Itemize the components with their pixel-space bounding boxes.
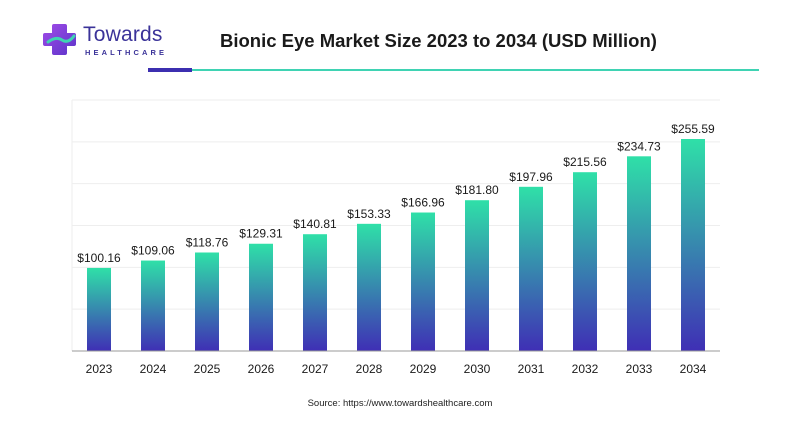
bar-2027: [303, 234, 327, 351]
brand-name: Towards: [83, 23, 163, 46]
bar-2028: [357, 223, 381, 351]
chart-bars: [87, 139, 705, 351]
bar-2033: [627, 156, 651, 351]
bar-value-label: $129.31: [239, 227, 283, 241]
x-tick-label: 2023: [86, 362, 113, 376]
chart-value-labels: $100.16 $109.06 $118.76 $129.31 $140.81 $153.…: [77, 122, 715, 265]
x-tick-label: 2033: [626, 362, 653, 376]
bar-value-label: $109.06: [131, 244, 175, 258]
bar-value-label: $181.80: [455, 183, 499, 197]
page-title: Bionic Eye Market Size 2023 to 2034 (USD…: [220, 30, 657, 51]
bar-2029: [411, 212, 435, 351]
x-tick-label: 2029: [410, 362, 437, 376]
bar-2032: [573, 172, 597, 351]
bar-value-label: $166.96: [401, 196, 445, 210]
bar-value-label: $140.81: [293, 217, 337, 231]
bar-2031: [519, 186, 543, 351]
bar-value-label: $255.59: [671, 122, 715, 136]
x-tick-label: 2025: [194, 362, 221, 376]
bar-2034: [681, 139, 705, 351]
bar-2030: [465, 200, 489, 351]
bar-value-label: $197.96: [509, 170, 553, 184]
chart-grid: [71, 99, 720, 352]
title-underline: [192, 69, 759, 71]
brand-tagline: HEALTHCARE: [85, 48, 168, 57]
bar-2023: [87, 267, 111, 351]
title-underline-accent: [148, 68, 192, 72]
bar-value-label: $118.76: [186, 235, 229, 249]
x-tick-label: 2030: [464, 362, 491, 376]
source-note: Source: https://www.towardshealthcare.co…: [307, 398, 493, 409]
x-tick-label: 2027: [302, 362, 329, 376]
bar-2024: [141, 260, 165, 351]
bar-value-label: $100.16: [77, 251, 121, 265]
x-tick-label: 2026: [248, 362, 275, 376]
bar-value-label: $153.33: [347, 207, 391, 221]
x-tick-label: 2031: [518, 362, 545, 376]
brand-logo: Towards HEALTHCARE: [42, 22, 172, 58]
x-tick-labels: 2023 2024 2025 2026 2027 2028 2029 2030 2031 2032…: [86, 362, 707, 376]
bar-2026: [249, 243, 273, 351]
bar-2025: [195, 252, 219, 351]
bar-value-label: $234.73: [617, 139, 661, 153]
x-tick-label: 2028: [356, 362, 383, 376]
x-tick-label: 2032: [572, 362, 599, 376]
x-tick-label: 2034: [680, 362, 707, 376]
medical-cross-icon: [43, 24, 76, 55]
bar-value-label: $215.56: [563, 155, 607, 169]
x-tick-label: 2024: [140, 362, 167, 376]
